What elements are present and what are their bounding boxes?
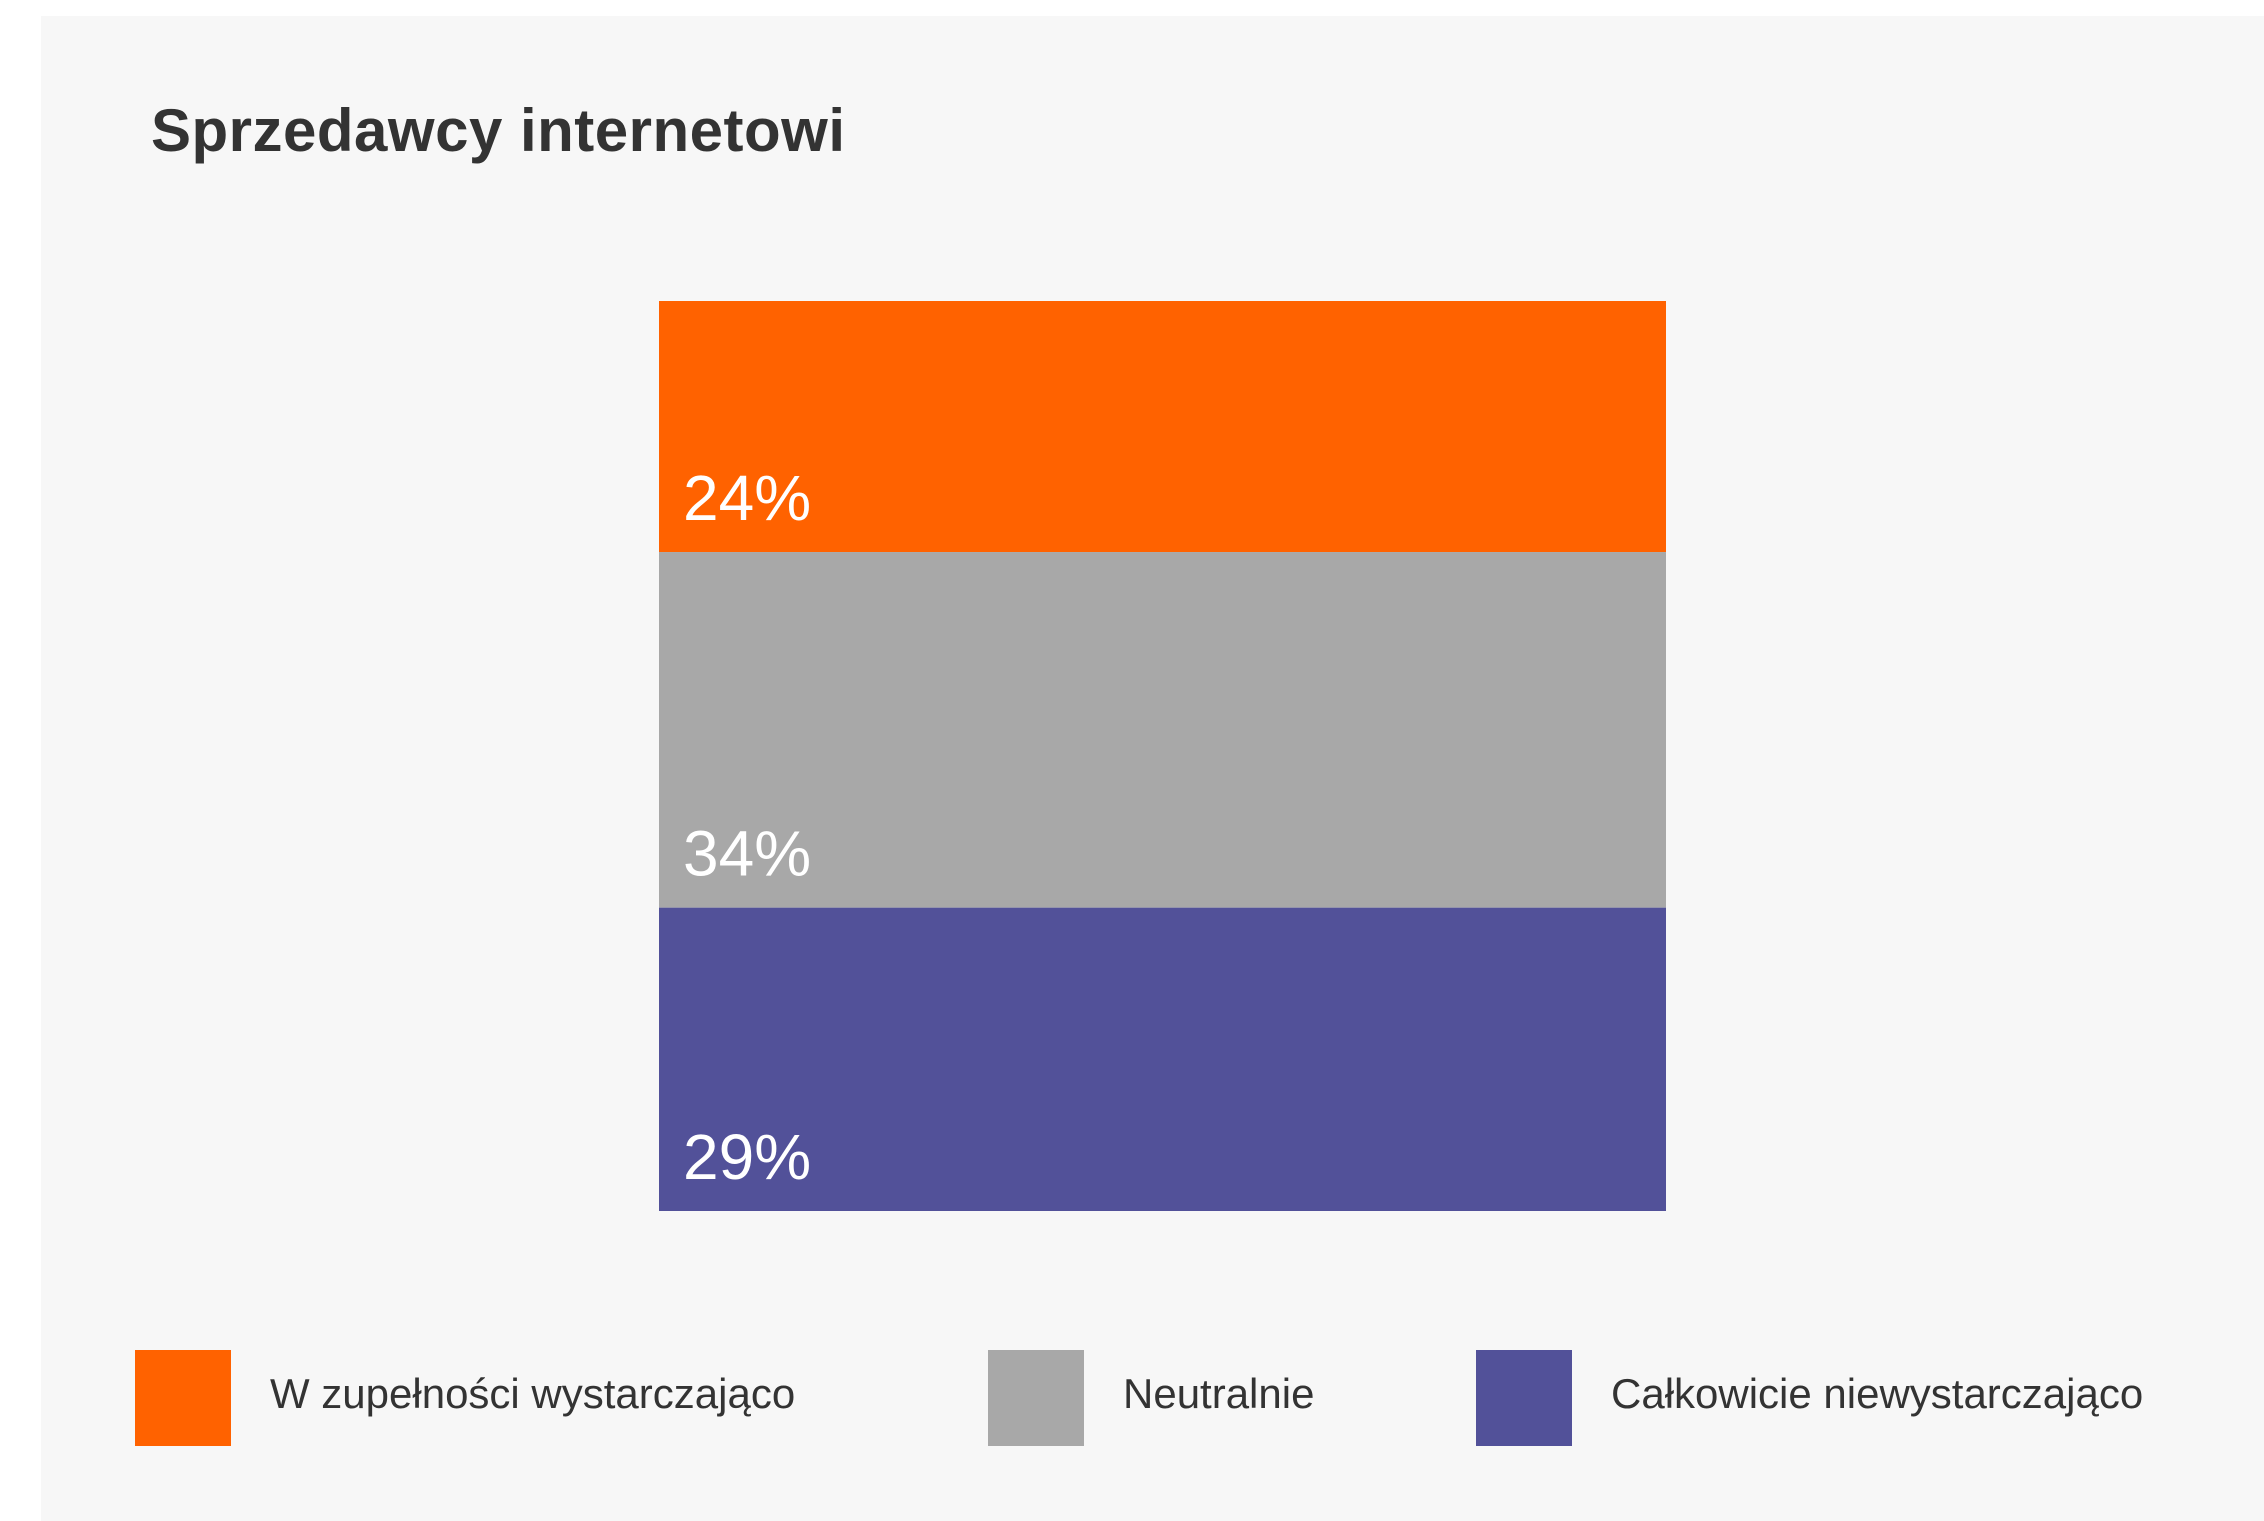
bar-segment-0 bbox=[659, 301, 1666, 553]
legend-swatch-series-2 bbox=[1476, 1350, 1572, 1446]
legend-label-series-0: W zupełności wystarczająco bbox=[270, 1370, 796, 1417]
data-label-2: 29% bbox=[683, 1121, 811, 1193]
data-label-0: 24% bbox=[683, 462, 811, 534]
chart-title: Sprzedawcy internetowi bbox=[151, 97, 846, 164]
bar-segment-2 bbox=[659, 907, 1666, 1211]
data-label-1: 34% bbox=[683, 818, 811, 890]
legend-swatch-series-1 bbox=[988, 1350, 1084, 1446]
bar-segment-1 bbox=[659, 552, 1666, 908]
legend-swatch-series-0 bbox=[135, 1350, 231, 1446]
legend-label-series-1: Neutralnie bbox=[1123, 1370, 1315, 1417]
legend-label-series-2: Całkowicie niewystarczająco bbox=[1611, 1370, 2144, 1417]
